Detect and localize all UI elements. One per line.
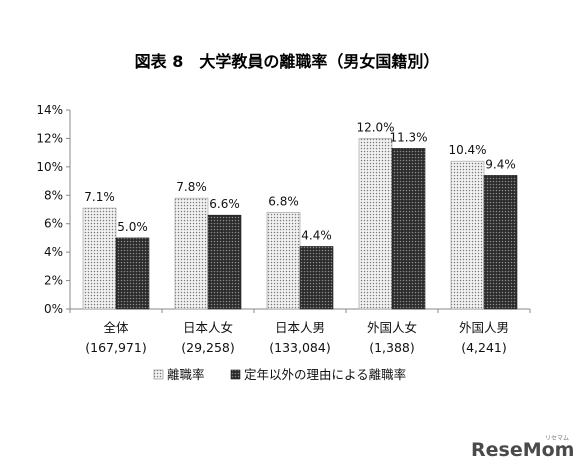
bar-series-2	[115, 237, 150, 310]
data-label-series-1: 7.1%	[84, 190, 115, 204]
legend-swatch-series-2	[230, 369, 241, 380]
category-label: 外国人女	[367, 320, 417, 335]
category-label: 日本人男	[275, 320, 325, 335]
category-count-label: (133,084)	[269, 340, 330, 355]
watermark-logo: ReseMom リセマム	[471, 435, 574, 461]
y-tick-label: 2%	[44, 274, 63, 288]
legend-swatch-series-1	[153, 369, 164, 380]
category-count-label: (4,241)	[461, 340, 507, 355]
bar-series-1	[358, 138, 393, 310]
data-label-series-2: 9.4%	[485, 157, 516, 171]
x-axis: 全体 (167,971) 日本人女 (29,258) 日本人男 (133,084) 外国人女…	[69, 309, 531, 355]
data-label-series-2: 4.4%	[301, 228, 332, 242]
watermark-small-text: リセマム	[545, 435, 569, 442]
y-tick-label: 6%	[44, 217, 63, 231]
data-label-series-1: 7.8%	[176, 180, 207, 194]
bar-series-1	[82, 207, 117, 310]
data-label-series-2: 6.6%	[209, 197, 240, 211]
category-label: 外国人男	[459, 320, 509, 335]
category-count-label: (1,388)	[369, 340, 415, 355]
legend: 離職率 定年以外の理由による離職率	[153, 367, 406, 382]
bars	[82, 138, 518, 310]
data-label-series-2: 5.0%	[117, 220, 148, 234]
data-label-series-2: 11.3%	[389, 130, 427, 144]
bar-series-2	[391, 148, 426, 310]
bar-series-1	[266, 212, 301, 310]
category-label: 日本人女	[183, 320, 233, 335]
y-tick-label: 10%	[36, 160, 63, 174]
y-tick-label: 12%	[36, 131, 63, 145]
data-label-series-1: 6.8%	[268, 194, 299, 208]
y-tick-label: 14%	[36, 103, 63, 117]
category-count-label: (29,258)	[181, 340, 235, 355]
category-label: 全体	[103, 320, 129, 335]
data-labels: 7.1% 5.0% 7.8%6.6% 6.8% 4.4% 12.0%11.3% 10.4%9…	[84, 120, 516, 242]
legend-label-series-2: 定年以外の理由による離職率	[244, 367, 406, 382]
bar-series-2	[207, 214, 242, 310]
y-tick-label: 8%	[44, 188, 63, 202]
watermark-text: ReseMom	[471, 439, 574, 461]
bar-series-1	[450, 160, 485, 310]
bar-series-2	[483, 175, 518, 310]
bar-series-1	[174, 197, 209, 310]
y-tick-label: 4%	[44, 245, 63, 259]
category-count-label: (167,971)	[85, 340, 146, 355]
data-label-series-1: 10.4%	[448, 143, 486, 157]
chart-title: 図表 8 大学教員の離職率（男女国籍別）	[135, 52, 440, 71]
data-label-series-1: 12.0%	[356, 120, 394, 134]
y-tick-label: 0%	[44, 302, 63, 316]
bar-series-2	[299, 246, 334, 310]
legend-label-series-1: 離職率	[167, 367, 205, 382]
